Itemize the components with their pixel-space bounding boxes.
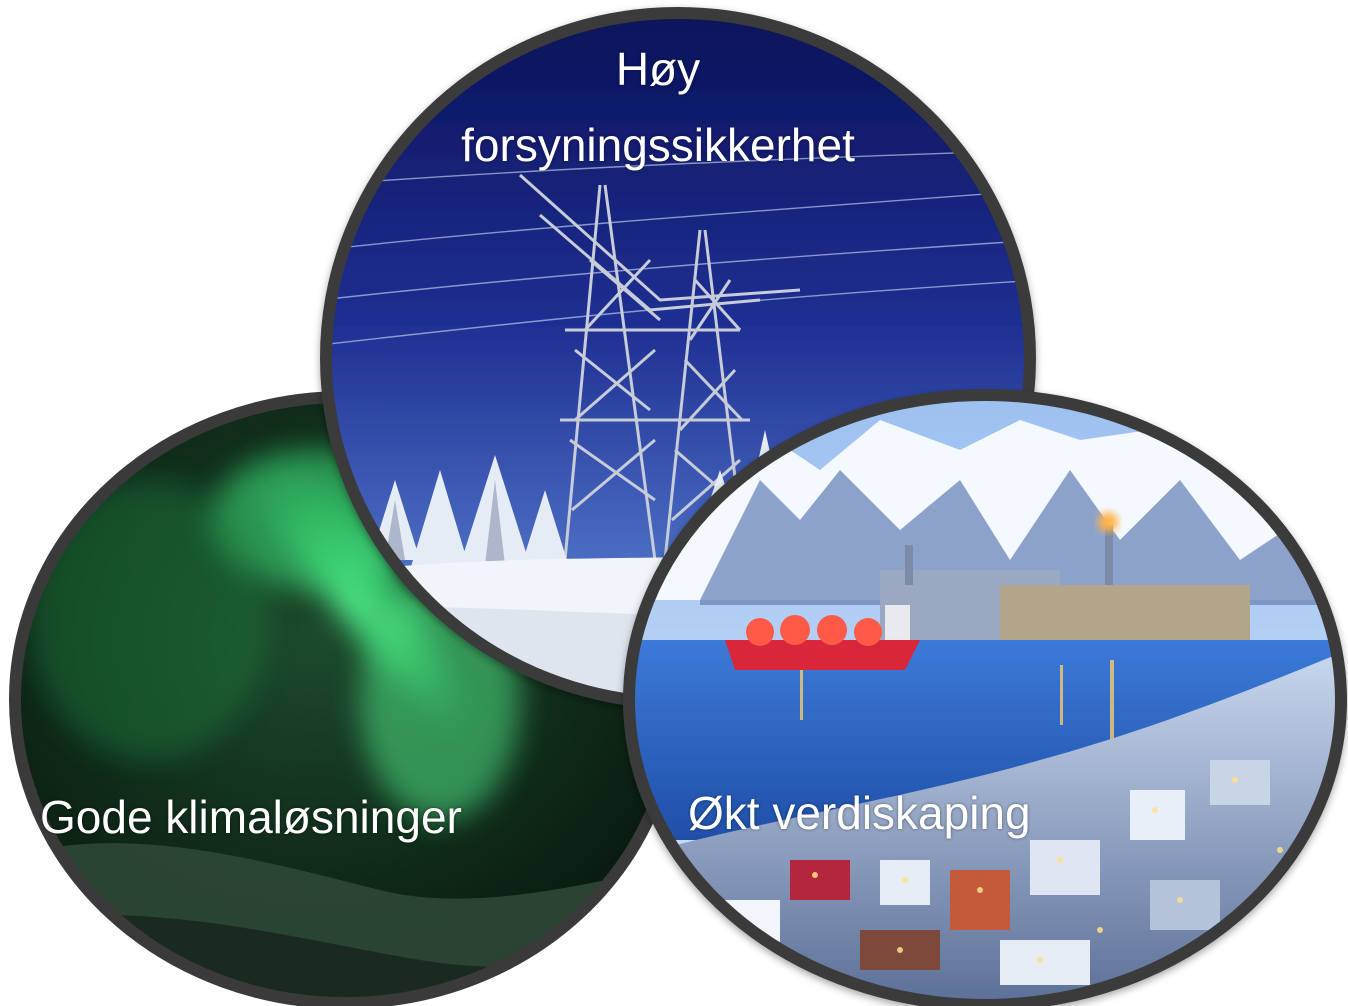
- town-buildings: [720, 760, 1270, 985]
- ring-right: [623, 389, 1347, 1006]
- label-climate-solutions: Gode klimaløsninger: [40, 791, 462, 843]
- label-supply-security-line-1: Høy: [615, 43, 701, 95]
- pylon-icon: [519, 173, 801, 561]
- label-supply-security-line-2: forsyningssikkerhet: [461, 119, 855, 171]
- circle-value-creation: [623, 389, 1347, 1006]
- label-value-creation: Økt verdiskaping: [688, 787, 1031, 839]
- ship-icon: [725, 605, 920, 670]
- harbour-image: [629, 395, 1341, 1005]
